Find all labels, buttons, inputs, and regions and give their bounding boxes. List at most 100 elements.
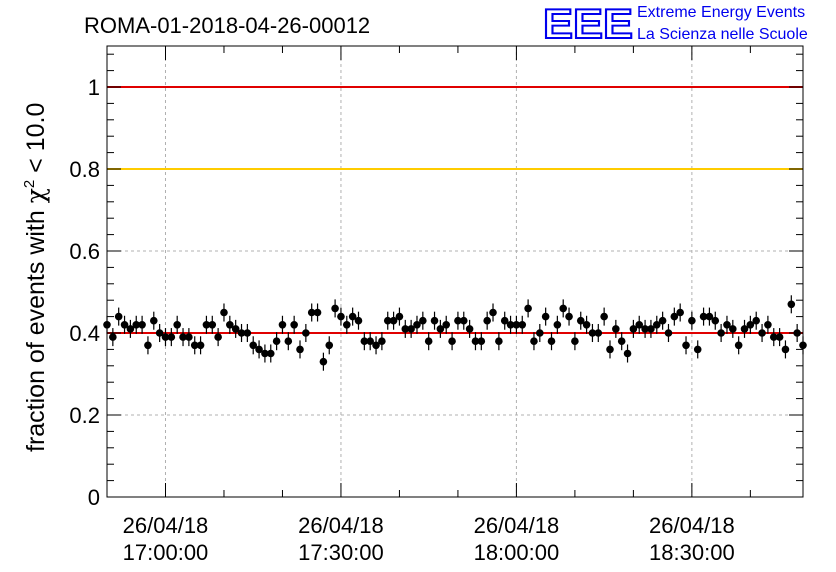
data-point — [752, 316, 761, 325]
data-point — [600, 312, 608, 321]
data-point — [594, 329, 603, 337]
data-point — [442, 321, 451, 329]
data-point — [495, 337, 503, 346]
data-point — [413, 321, 421, 329]
data-point — [407, 325, 415, 333]
data-point — [208, 321, 217, 329]
data-point — [740, 325, 749, 333]
data-point — [717, 329, 725, 337]
data-point — [114, 312, 123, 321]
data-point — [489, 308, 497, 317]
data-point — [436, 325, 445, 333]
data-point — [477, 337, 486, 346]
data-point — [670, 312, 679, 321]
data-point — [196, 341, 205, 350]
data-point — [389, 316, 398, 325]
data-point — [729, 325, 737, 333]
data-point — [120, 321, 129, 329]
data-point — [641, 325, 649, 333]
data-point — [506, 321, 515, 329]
x-tick-label-time: 18:30:00 — [649, 540, 735, 565]
data-point — [512, 321, 521, 329]
data-point — [378, 337, 386, 346]
data-point — [331, 304, 339, 313]
data-point — [781, 345, 790, 354]
data-point — [237, 329, 246, 337]
reference-lines — [107, 86, 803, 334]
data-point — [764, 321, 772, 329]
data-point — [109, 333, 117, 341]
data-point — [401, 325, 410, 333]
eee-logo: EEE Extreme Energy Events La Scienza nel… — [542, 0, 808, 48]
eee-logo-line1: Extreme Energy Events — [637, 4, 805, 21]
data-point — [723, 321, 731, 329]
y-tick-label: 0.6 — [69, 239, 100, 264]
data-point — [366, 337, 374, 346]
data-point — [307, 308, 316, 317]
grid — [107, 46, 803, 497]
data-point — [635, 321, 644, 329]
data-point — [272, 337, 281, 346]
data-point — [138, 321, 146, 329]
data-point — [553, 321, 562, 329]
data-point — [541, 312, 550, 321]
data-point — [699, 312, 708, 321]
x-tick-label-time: 18:00:00 — [474, 540, 560, 565]
y-tick-label: 0.4 — [69, 321, 100, 346]
y-axis-label: fraction of events with χ2 < 10.0 — [21, 103, 50, 452]
data-point — [202, 321, 211, 329]
data-point — [284, 337, 293, 346]
data-point — [354, 316, 363, 325]
data-point — [448, 337, 456, 346]
data-point — [132, 321, 141, 329]
x-tick-label-time: 17:00:00 — [123, 540, 209, 565]
data-point — [734, 341, 743, 350]
data-point — [524, 304, 532, 313]
data-point — [688, 316, 696, 325]
data-point — [465, 325, 474, 333]
data-point — [319, 357, 328, 366]
data-point — [167, 333, 176, 341]
data-point — [571, 337, 579, 346]
data-point — [647, 325, 655, 333]
data-point — [278, 321, 287, 329]
data-point — [536, 329, 544, 337]
data-point — [746, 321, 755, 329]
y-tick-label: 1 — [88, 75, 100, 100]
data-point — [266, 349, 275, 358]
x-tick-label-date: 26/04/18 — [123, 513, 209, 538]
data-point — [629, 325, 638, 333]
data-point — [775, 333, 784, 341]
data-point — [313, 308, 322, 317]
data-point — [430, 316, 439, 325]
data-point — [705, 312, 714, 321]
data-point — [383, 316, 392, 325]
data-point — [325, 341, 334, 350]
data-point — [226, 321, 234, 329]
data-point — [255, 345, 263, 354]
data-point — [149, 316, 158, 325]
data-point — [518, 321, 527, 329]
data-point — [459, 316, 468, 325]
chart-title: ROMA-01-2018-04-26-00012 — [84, 13, 370, 38]
data-point — [372, 341, 380, 350]
data-point — [676, 308, 684, 317]
data-point — [559, 304, 568, 313]
data-point — [179, 333, 187, 341]
data-point — [582, 321, 591, 329]
data-point — [623, 349, 632, 358]
data-point — [395, 312, 404, 321]
data-point — [290, 321, 298, 329]
eee-logo-mark: EEE — [543, 0, 633, 47]
data-point — [296, 345, 304, 354]
data-point — [185, 333, 193, 341]
x-tick-label-date: 26/04/18 — [649, 513, 735, 538]
data-point — [342, 321, 351, 329]
data-point — [547, 337, 556, 346]
data-point — [530, 337, 538, 346]
eee-logo-line2: La Scienza nelle Scuole — [637, 26, 808, 43]
data-point — [787, 300, 796, 309]
data-point — [652, 321, 661, 329]
data-point — [664, 329, 673, 337]
